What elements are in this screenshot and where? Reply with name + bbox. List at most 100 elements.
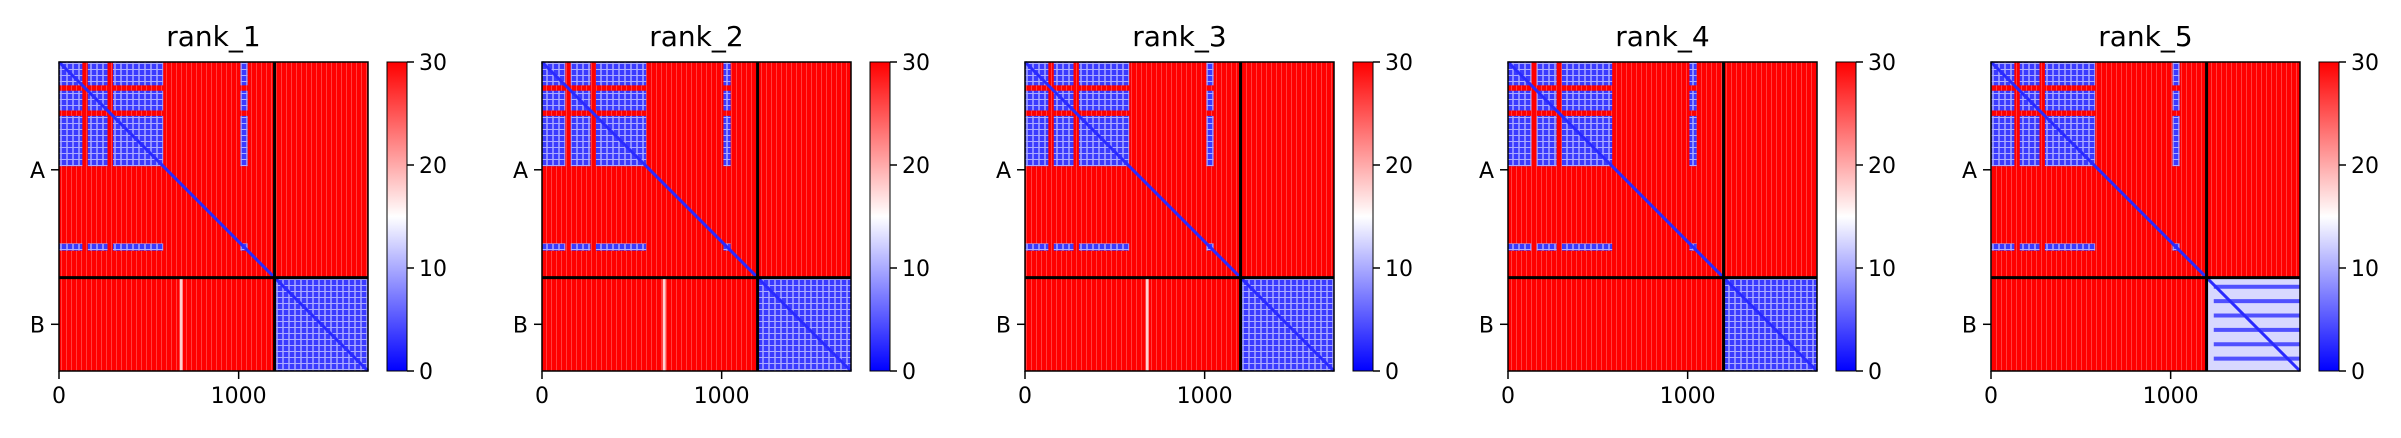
heatmap-block [595,62,647,86]
y-tick-label: B [30,313,45,338]
heatmap-block [1561,243,1613,251]
heatmap-diagonal [1506,60,1819,373]
heatmap-block [1991,115,2015,167]
heatmap-block [595,243,647,251]
heatmap-block [87,62,108,86]
colorbar-tick-label: 30 [1385,51,1413,76]
colorbar-tick-label: 20 [902,154,930,179]
colorbar-tick-label: 30 [419,51,447,76]
x-tick-label: 1000 [211,384,267,409]
heatmap-block [1991,243,2015,251]
heatmap-block [570,115,591,167]
y-tick-label: B [996,313,1011,338]
heatmap-block [1206,62,1214,86]
heatmap-block [723,90,731,111]
colorbar [1352,61,1374,372]
heatmap-block [1536,243,1557,251]
x-tick-label: 1000 [1177,384,1233,409]
heatmap-block [1053,62,1074,86]
y-tick-label: A [30,159,45,184]
heatmap-block [112,243,164,251]
x-tick-label: 0 [1501,384,1515,409]
heatmap-block [2172,90,2180,111]
y-tick-label: A [1962,159,1977,184]
colorbar-tick-label: 30 [902,51,930,76]
heatmap-block [59,243,83,251]
x-tick-label: 1000 [1660,384,1716,409]
x-tick-label: 1000 [694,384,750,409]
heatmap-block [2213,342,2300,347]
pae-panel: rank_3 0 1000 A B 0 10 20 30 [996,20,1413,409]
heatmap-block [1536,62,1557,86]
heatmap-block [2044,90,2096,111]
heatmap-block [1689,90,1697,111]
heatmap-stripe [1145,277,1149,371]
colorbar-tick-label: 20 [2351,154,2379,179]
heatmap-block [570,62,591,86]
colorbar-tick-label: 0 [419,360,433,385]
heatmap-block [2019,243,2040,251]
y-tick-label: A [513,159,528,184]
heatmap-block [542,90,566,111]
heatmap-block [1508,90,1532,111]
y-tick-label: A [996,159,1011,184]
colorbar-tick-label: 0 [902,360,916,385]
plot-frame [1507,61,1818,372]
colorbar-tick-label: 10 [1868,257,1896,282]
heatmap-block [2213,356,2300,361]
heatmap-block [1206,90,1214,111]
x-tick-label: 0 [535,384,549,409]
heatmap-block [1206,115,1214,167]
colorbar-tick-label: 30 [1868,51,1896,76]
plot-frame [541,61,852,372]
heatmap-diagonal [1989,60,2302,373]
pae-panel: rank_1 0 1000 A B 0 10 20 30 [30,20,447,409]
x-tick-label: 0 [1984,384,1998,409]
plot-frame [58,61,369,372]
heatmap-block [1025,90,1049,111]
pae-panel: rank_2 0 1000 A B 0 10 20 30 [513,20,930,409]
x-tick-label: 1000 [2143,384,2199,409]
heatmap-block [1536,115,1557,167]
heatmap-block [59,90,83,111]
colorbar [869,61,891,372]
chart-title: rank_1 [166,20,260,53]
heatmap-block [240,62,248,86]
colorbar-tick-label: 10 [1385,257,1413,282]
colorbar-tick-label: 10 [419,257,447,282]
chart-title: rank_3 [1132,20,1226,53]
heatmap-block [2044,243,2096,251]
chart-title: rank_4 [1615,20,1709,53]
heatmap-stripe [662,277,666,371]
heatmap-block [2213,284,2300,289]
y-tick-label: A [1479,159,1494,184]
heatmap-block [542,243,566,251]
heatmap-block [1689,115,1697,167]
colorbar [1835,61,1857,372]
plot-frame [1024,61,1335,372]
colorbar-tick-label: 20 [419,154,447,179]
colorbar-tick-label: 10 [902,257,930,282]
heatmap-block [1991,90,2015,111]
heatmap-block [1053,243,1074,251]
heatmap-block [112,90,164,111]
colorbar-tick-label: 20 [1385,154,1413,179]
heatmap-block [570,243,591,251]
heatmap-block [595,90,647,111]
chart-title: rank_5 [2098,20,2192,53]
heatmap-block [1561,62,1613,86]
heatmap-block [2044,62,2096,86]
heatmap-block [1508,243,1532,251]
pae-panel: rank_5 0 1000 A B 0 10 20 30 [1962,20,2379,409]
chart-title: rank_2 [649,20,743,53]
heatmap-block [1561,90,1613,111]
heatmap-block [2172,62,2180,86]
heatmap-block [87,115,108,167]
heatmap-block [1078,62,1130,86]
heatmap-stripe [179,277,183,371]
heatmap-block [1078,90,1130,111]
heatmap-diagonal [540,60,853,373]
heatmap-block [2213,313,2300,318]
heatmap-block [2019,62,2040,86]
heatmap-block [1078,243,1130,251]
